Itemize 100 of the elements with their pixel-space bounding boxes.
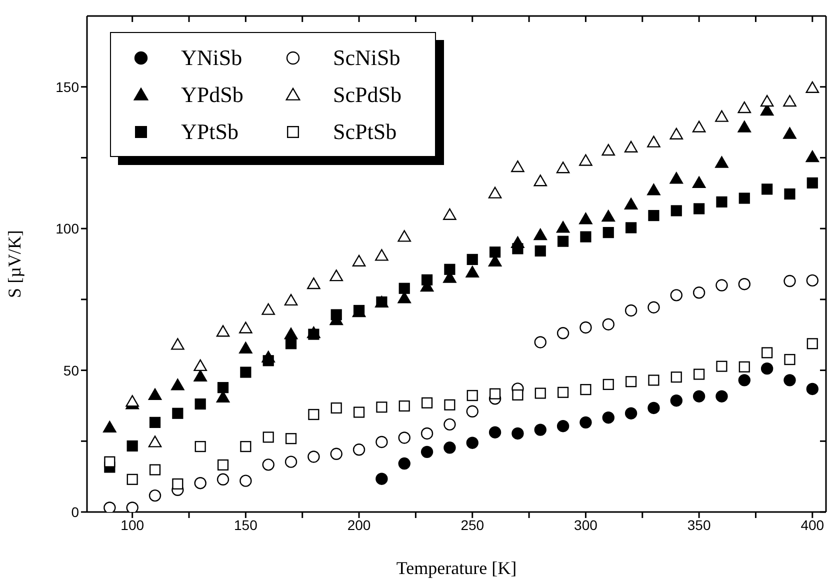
point [330,270,344,282]
point [602,412,614,424]
point [580,416,592,429]
point [783,127,796,139]
point [784,374,796,386]
point [760,94,774,107]
legend-label: YPdSb [181,82,244,108]
point [512,427,524,440]
point [375,249,388,261]
point [216,325,230,337]
y-tick-label: 0 [71,504,80,520]
point [738,374,750,386]
point [602,226,614,238]
point [262,303,275,315]
y-tick-label: 50 [63,362,80,378]
y-tick-label: 100 [56,220,80,237]
point [488,186,502,198]
point [352,254,366,266]
y-axis-title: S [µV/K] [4,230,24,298]
x-tick-label: 200 [347,516,371,533]
point [216,473,230,486]
point [239,342,252,354]
point [602,318,614,330]
point [466,266,480,278]
point [534,336,546,348]
point [806,150,820,162]
point [444,442,456,454]
point [466,405,478,418]
point [692,176,706,188]
point [648,402,660,414]
point [489,246,501,258]
point [624,140,638,153]
point [148,489,162,502]
point [556,327,570,340]
point [784,354,796,366]
point [624,407,638,420]
point [670,289,682,302]
point [444,399,456,410]
x-tick-label: 300 [574,516,598,533]
point [806,382,818,396]
point [149,416,161,428]
point [308,450,320,463]
point [716,360,728,372]
point [285,338,297,350]
point [511,160,524,172]
point [716,279,728,292]
point [398,400,410,412]
point [670,172,684,184]
point [715,110,728,122]
point [149,464,161,476]
point [352,444,366,456]
point [579,154,592,166]
point [420,446,434,458]
point [444,418,456,431]
point [148,436,162,448]
point [488,426,502,438]
point [284,456,298,468]
point [557,386,569,398]
point [648,210,660,222]
point [738,278,750,290]
point [716,196,728,208]
point [240,440,252,452]
point [194,370,207,382]
point [194,476,206,490]
x-tick-label: 350 [687,516,711,533]
point [217,459,229,470]
legend-label: ScPtSb [333,118,397,144]
point [398,457,410,470]
point [103,420,116,433]
point [692,120,706,132]
point [602,210,616,222]
point [376,402,388,413]
point [670,372,682,383]
point [104,456,116,468]
point [194,440,206,452]
legend-label: ScPdSb [333,82,402,108]
point [760,362,774,375]
point [556,162,570,174]
point [262,432,274,443]
point [534,424,546,436]
point [104,502,116,512]
point [534,228,548,240]
point [580,384,592,396]
legend-label: YNiSb [181,44,242,70]
point [670,128,684,140]
point [512,389,524,400]
point [466,436,478,449]
point [240,474,252,487]
point [376,472,388,485]
legend-label: YPtSb [181,118,238,144]
point [262,458,274,471]
point [806,81,820,93]
point [762,347,773,358]
point [694,203,705,214]
point [126,395,139,407]
point [626,222,637,234]
point [648,374,660,386]
point [647,184,660,196]
point [307,277,320,290]
point [670,205,682,216]
